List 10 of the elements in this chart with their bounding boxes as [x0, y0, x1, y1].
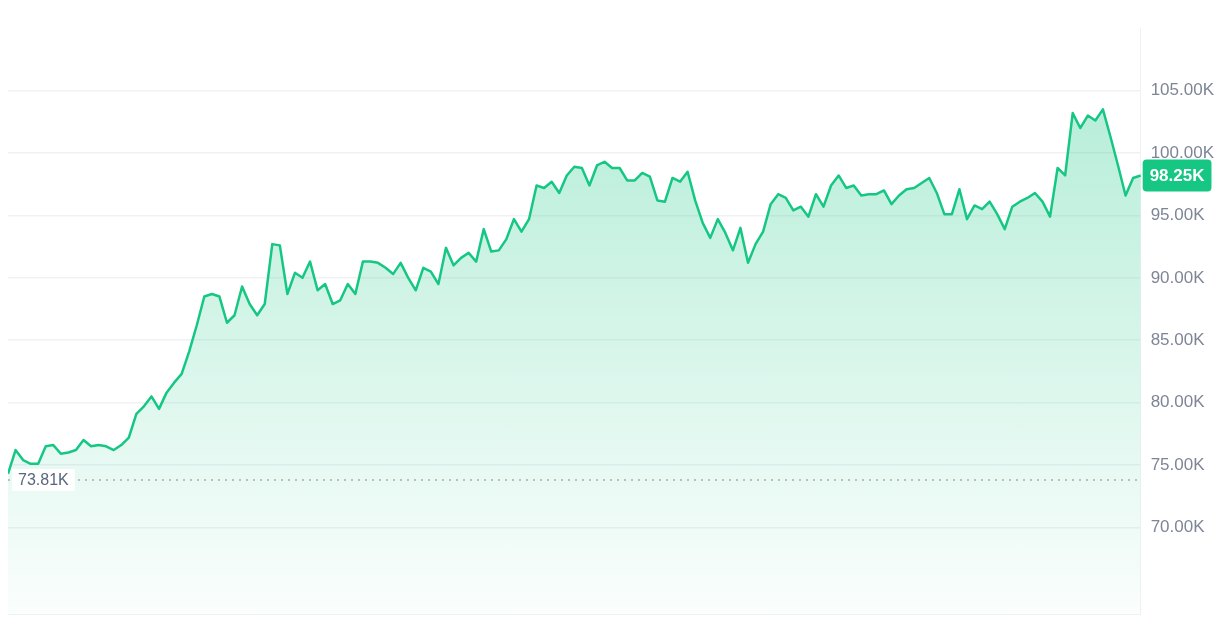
y-tick-label: 90.00K — [1150, 267, 1206, 287]
y-tick-label: 80.00K — [1150, 392, 1206, 412]
y-tick-label: 105.00K — [1150, 80, 1215, 100]
y-tick-label: 85.00K — [1150, 329, 1206, 349]
text: 98.25K — [1149, 166, 1206, 186]
y-tick-label: 75.00K — [1150, 454, 1206, 474]
y-tick-label: 70.00K — [1150, 517, 1206, 537]
ref-line-label: 73.81K — [18, 471, 70, 489]
y-tick-label: 100.00K — [1150, 142, 1215, 162]
y-tick-label: 95.00K — [1150, 205, 1206, 225]
